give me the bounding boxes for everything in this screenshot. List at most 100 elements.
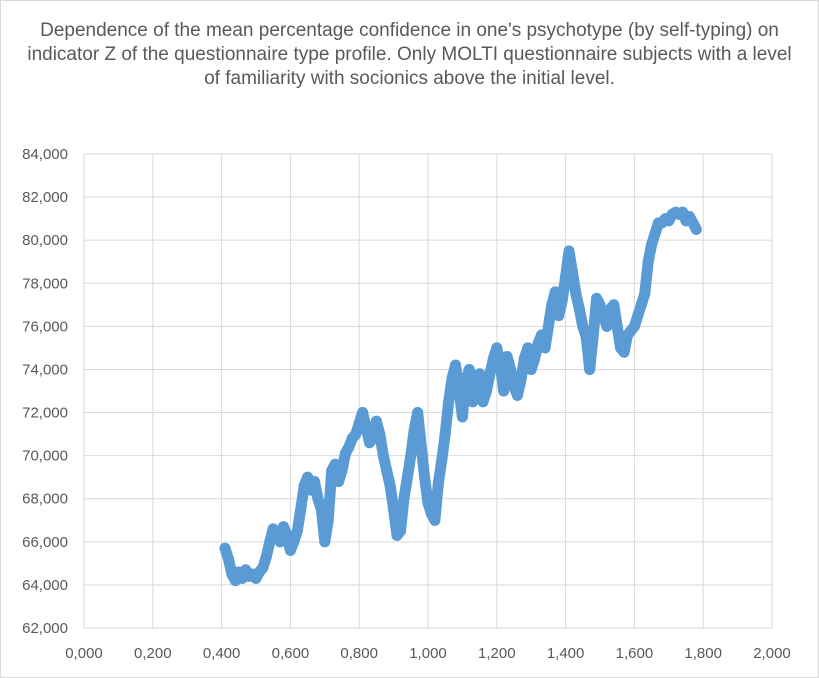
data-point: [398, 493, 410, 505]
grid-lines: [83, 153, 773, 629]
data-point: [257, 562, 269, 574]
data-point: [481, 385, 492, 397]
data-point: [536, 329, 547, 341]
data-point: [635, 299, 647, 311]
data-point: [525, 364, 537, 375]
data-point: [377, 450, 389, 462]
data-point: [412, 407, 424, 418]
data-point: [305, 484, 317, 496]
chart-title: Dependence of the mean percentage confid…: [27, 20, 792, 89]
x-tick-label: 0,000: [65, 645, 103, 662]
data-point: [646, 239, 658, 250]
x-tick-label: 1,600: [616, 645, 654, 662]
data-point: [295, 504, 307, 515]
data-point: [264, 536, 276, 548]
data-point: [484, 368, 496, 380]
data-point: [291, 525, 303, 537]
y-tick-label: 64,000: [22, 577, 68, 594]
data-point: [456, 411, 468, 423]
data-point: [460, 374, 472, 386]
data-point: [515, 374, 527, 386]
data-point: [518, 353, 530, 365]
data-point: [577, 320, 589, 332]
data-point: [319, 536, 331, 548]
data-point: [312, 493, 324, 505]
data-point: [463, 364, 475, 375]
data-point: [567, 267, 578, 278]
data-point: [374, 428, 386, 440]
data-point: [388, 504, 400, 515]
data-point: [494, 359, 506, 371]
data-point: [511, 389, 523, 401]
data-point: [422, 497, 434, 509]
data-point: [360, 422, 372, 434]
data-point: [563, 245, 575, 257]
x-tick-label: 0,400: [203, 645, 241, 662]
data-point: [223, 553, 234, 565]
data-point: [539, 342, 551, 354]
data-point: [436, 454, 448, 466]
data-point: [553, 310, 565, 322]
y-tick-label: 80,000: [22, 232, 68, 249]
data-point: [219, 542, 231, 554]
y-tick-label: 72,000: [22, 405, 68, 422]
y-tick-label: 82,000: [22, 189, 68, 206]
data-point: [498, 385, 510, 397]
data-point: [395, 525, 406, 537]
data-point: [477, 396, 489, 408]
data-point: [415, 439, 427, 451]
data-point: [608, 299, 620, 311]
data-point: [274, 536, 286, 548]
data-point: [628, 320, 640, 332]
data-point: [611, 320, 623, 332]
data-point: [315, 504, 327, 515]
data-point: [556, 295, 568, 306]
data-point: [546, 299, 558, 311]
data-point: [453, 385, 465, 397]
data-point: [384, 480, 396, 492]
data-point: [405, 450, 417, 462]
data-point: [343, 441, 355, 453]
data-point: [639, 288, 651, 300]
y-tick-label: 74,000: [22, 361, 68, 378]
data-trail: [219, 206, 702, 587]
x-tick-label: 1,400: [547, 645, 585, 662]
x-tick-label: 1,000: [409, 645, 447, 662]
data-point: [443, 396, 455, 408]
x-tick-label: 0,200: [134, 645, 172, 662]
data-point: [429, 514, 441, 526]
data-point: [309, 476, 320, 487]
data-point: [618, 346, 630, 358]
y-tick-label: 76,000: [22, 318, 68, 335]
y-axis-ticks: 62,000 64,000 66,000 68,000 70,000 72,000 74,0…: [22, 146, 68, 637]
y-tick-label: 78,000: [22, 275, 68, 292]
data-point: [333, 476, 345, 487]
data-point: [432, 478, 444, 490]
data-point: [381, 465, 393, 477]
x-tick-label: 1,200: [478, 645, 516, 662]
data-point: [260, 551, 272, 563]
data-point: [419, 471, 431, 483]
data-point: [522, 342, 534, 354]
data-point: [329, 458, 341, 470]
data-point: [573, 303, 585, 315]
data-point: [450, 359, 461, 371]
data-point: [584, 364, 596, 375]
data-point: [594, 299, 606, 311]
data-point: [350, 428, 362, 440]
data-point: [642, 256, 654, 268]
data-point: [632, 310, 644, 322]
x-tick-label: 0,600: [272, 645, 310, 662]
data-point: [690, 223, 702, 235]
data-point: [491, 342, 503, 354]
data-point: [597, 310, 609, 322]
y-tick-label: 62,000: [22, 620, 68, 637]
data-point: [357, 407, 369, 418]
data-point: [322, 514, 334, 526]
y-tick-label: 68,000: [22, 491, 68, 508]
data-point: [649, 228, 661, 240]
x-tick-label: 2,000: [753, 645, 791, 662]
y-tick-label: 70,000: [22, 448, 68, 465]
